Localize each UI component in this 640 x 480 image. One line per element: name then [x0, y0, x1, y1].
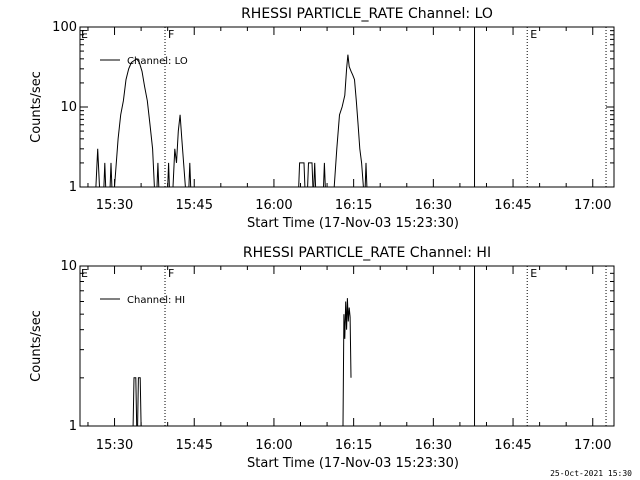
plot2-ylabel: Counts/sec: [29, 310, 44, 382]
plot1-series-segment: [103, 162, 107, 188]
plot2-corner-label: E: [81, 267, 88, 280]
plot2-xlabel: Start Time (17-Nov-03 15:23:30): [247, 456, 459, 471]
plot2-xtick-label: 16:45: [494, 438, 531, 453]
plot2-xtick-label: 16:30: [415, 438, 452, 453]
plot2-ytick-label: 10: [60, 259, 77, 274]
plot1-xtick-label: 16:45: [494, 198, 531, 213]
plot1-ylabel: Counts/sec: [29, 71, 44, 143]
plot1-xlabel: Start Time (17-Nov-03 15:23:30): [247, 216, 459, 231]
plot2-frame: [79, 265, 615, 427]
plot1-series-segment: [364, 162, 368, 188]
plot2-marker-label: E: [530, 267, 537, 280]
plot1-series-segment: [167, 162, 170, 188]
plot1-series-segment: [109, 162, 113, 188]
plot1-marker-label: F: [168, 28, 174, 41]
footer-date: 25-Oct-2021 15:30: [550, 469, 632, 478]
plot1-xtick-label: 16:30: [415, 198, 452, 213]
plot1-ytick-label: 1: [69, 180, 77, 195]
plot2-series-segment: [137, 377, 142, 427]
plot2-xtick-label: 15:45: [176, 438, 213, 453]
plot2-xtick-label: 17:00: [574, 438, 611, 453]
plot1-series-segment: [313, 162, 317, 188]
plot2-series-segment: [342, 298, 352, 427]
plot2-xtick-label: 15:30: [96, 438, 133, 453]
plot1-series-segment: [333, 54, 364, 188]
plot1-title: RHESSI PARTICLE_RATE Channel: LO: [241, 6, 493, 22]
plot2-title: RHESSI PARTICLE_RATE Channel: HI: [243, 245, 491, 261]
plot1-series-segment: [156, 162, 160, 188]
plot2-xtick-label: 16:00: [255, 438, 292, 453]
plot1-xtick-label: 16:00: [255, 198, 292, 213]
plot1-xtick-label: 15:30: [96, 198, 133, 213]
plot1-xtick-label: 15:45: [176, 198, 213, 213]
plot1-xtick-label: 17:00: [574, 198, 611, 213]
plot1-series-segment: [298, 162, 306, 188]
plot1-ytick-label: 10: [60, 100, 77, 115]
plot1-series-segment: [95, 148, 100, 188]
plot1-corner-label: E: [81, 28, 88, 41]
plot2-legend-label: Channel: HI: [127, 295, 185, 306]
plot1-series-segment: [114, 58, 155, 188]
plot2-marker-label: F: [168, 267, 174, 280]
plot1-ytick-label: 100: [52, 20, 77, 35]
plot2-xtick-label: 16:15: [335, 438, 372, 453]
plot1-series-segment: [172, 114, 186, 188]
plot1-xtick-label: 16:15: [335, 198, 372, 213]
plot1-series-segment: [307, 162, 314, 188]
plot1-marker-label: E: [530, 28, 537, 41]
plot1-series-segment: [323, 162, 326, 188]
plot2-series-segment: [132, 377, 138, 427]
plot1-legend-label: Channel: LO: [127, 56, 188, 67]
plot1-frame: [79, 26, 615, 188]
plot1-series-segment: [188, 162, 192, 188]
plot2-ytick-label: 1: [69, 419, 77, 434]
